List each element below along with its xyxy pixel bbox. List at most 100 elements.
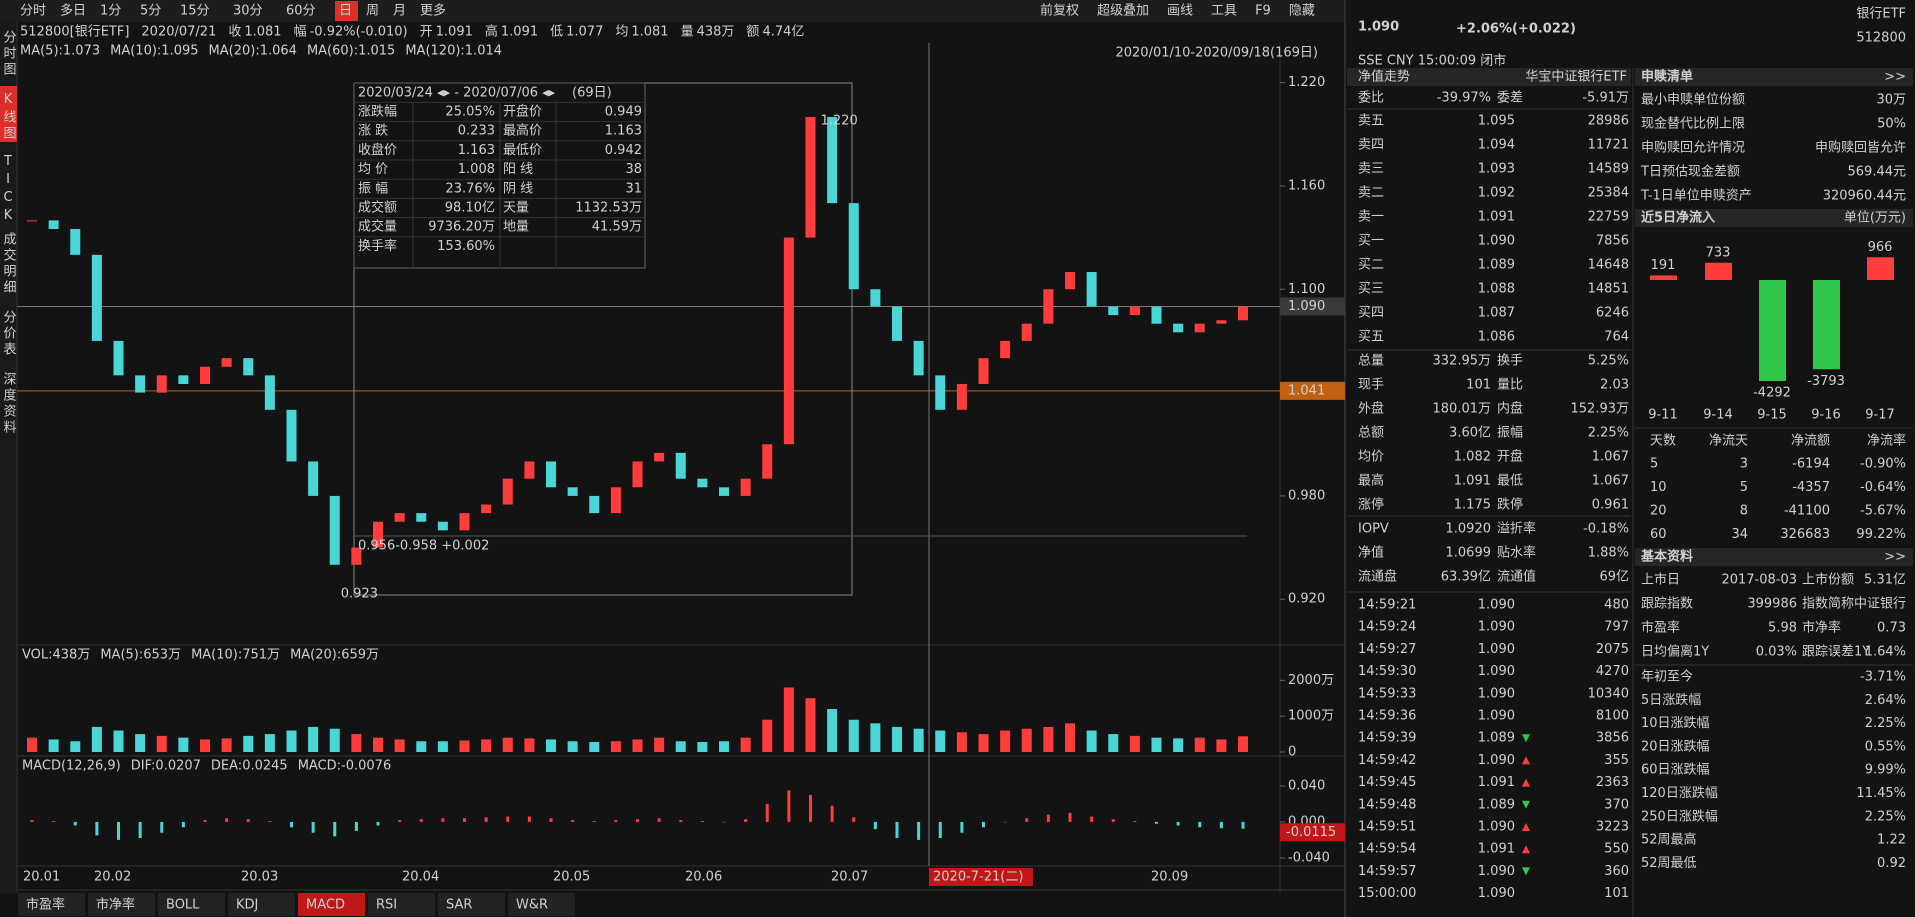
candle	[48, 220, 59, 229]
side-tab[interactable]: 分价表	[1, 310, 17, 358]
stat-value: 1.008	[458, 162, 495, 177]
field-value: -39.97%	[1437, 91, 1491, 106]
macd-bar	[1046, 814, 1050, 822]
field-value: 0.03%	[1756, 645, 1797, 660]
candle	[264, 375, 275, 410]
tool-button[interactable]: 画线	[1167, 4, 1193, 19]
y-tick-label: 1.100	[1288, 282, 1325, 297]
volume-bar	[135, 734, 146, 752]
x-tick-label: 20.09	[1151, 870, 1188, 885]
bottom-tab[interactable]: RSI	[376, 898, 397, 913]
field-value: 152.93万	[1571, 402, 1630, 417]
volume-bar	[892, 726, 902, 752]
field-value: 1.22	[1877, 833, 1906, 848]
inflow-date: 9-11	[1648, 408, 1678, 423]
macd-bar	[1198, 821, 1202, 828]
book-price: 1.095	[1478, 114, 1515, 129]
bottom-tab[interactable]: 市盈率	[26, 897, 65, 913]
volume-bar	[589, 741, 600, 752]
period-tab[interactable]: 5分	[140, 4, 161, 19]
field-value: 申购赎回皆允许	[1815, 140, 1906, 156]
tool-button[interactable]: F9	[1255, 4, 1271, 19]
trade-time: 14:59:24	[1358, 620, 1416, 635]
field-value: 0.961	[1592, 498, 1629, 513]
period-tab[interactable]: 60分	[286, 4, 316, 19]
x-tick-label: 20.03	[241, 870, 278, 885]
stat-title: (69日)	[572, 86, 612, 101]
volume-bar	[394, 739, 405, 752]
range-note: 0.956-0.958 +0.002	[358, 539, 489, 554]
period-tab[interactable]: 多日	[60, 3, 86, 19]
field-value: 63.39亿	[1441, 570, 1491, 585]
tool-button[interactable]: 前复权	[1040, 3, 1079, 19]
volume-bar	[935, 730, 946, 752]
period-tab[interactable]: 15分	[180, 4, 210, 19]
field-value: 1.091	[1454, 474, 1491, 489]
market-status: SSE CNY 15:00:09 闭市	[1358, 53, 1506, 69]
candle	[373, 521, 383, 548]
macd-bar	[290, 821, 293, 828]
bottom-tab[interactable]: MACD	[306, 898, 345, 913]
trade-volume: 3856	[1596, 731, 1629, 746]
book-price: 1.088	[1478, 282, 1515, 297]
field-value: 9.99%	[1865, 763, 1906, 778]
stat-label: 天量	[503, 201, 529, 216]
field-value: 1.0699	[1446, 546, 1492, 561]
period-tab[interactable]: 周	[366, 4, 379, 19]
bottom-tab[interactable]: 市净率	[96, 897, 135, 913]
side-tab[interactable]: K线图	[1, 92, 17, 142]
candle	[459, 513, 470, 531]
last-price-label: 1.090	[1288, 299, 1325, 314]
more-link[interactable]: >>	[1884, 550, 1906, 565]
volume-bar	[567, 741, 578, 752]
bottom-tab[interactable]: SAR	[446, 898, 472, 913]
candle	[1151, 306, 1162, 324]
macd-bar	[203, 820, 207, 822]
side-tab[interactable]: 深度资料	[1, 372, 17, 436]
side-tab[interactable]: 分时图	[1, 30, 17, 78]
info-value: 1.077	[566, 25, 603, 40]
trade-volume: 2363	[1596, 775, 1629, 790]
period-tab[interactable]: 日	[339, 4, 352, 19]
y-tick-label: 1.220	[1288, 75, 1325, 90]
period-tab[interactable]: 更多	[420, 3, 446, 19]
book-volume: 7856	[1596, 234, 1629, 249]
table-cell: 3	[1740, 457, 1748, 472]
trade-volume: 10340	[1588, 686, 1629, 701]
field-value: 569.44元	[1848, 165, 1907, 180]
field-label: 开盘	[1497, 449, 1523, 465]
bottom-tab[interactable]: BOLL	[166, 898, 200, 913]
macd-bar	[1003, 821, 1007, 823]
bottom-tab[interactable]: KDJ	[236, 898, 258, 913]
field-label: 最高	[1358, 473, 1384, 489]
candle	[308, 461, 319, 496]
bottom-tab[interactable]: W&R	[516, 898, 548, 913]
macd-bar	[138, 821, 142, 839]
field-label: 流通值	[1497, 569, 1536, 585]
trade-price: 1.089	[1478, 731, 1515, 746]
tool-button[interactable]: 超级叠加	[1097, 4, 1149, 19]
side-tab[interactable]: 成交明细	[1, 232, 17, 296]
candle	[827, 117, 838, 204]
volume-bar	[1151, 737, 1162, 752]
macd-current-label: -0.0115	[1286, 825, 1336, 840]
info-value: 1.091	[436, 25, 473, 40]
trade-arrow	[1522, 823, 1530, 831]
candle	[610, 487, 621, 514]
tool-button[interactable]: 隐藏	[1289, 4, 1315, 19]
period-tab[interactable]: 分时	[20, 4, 46, 19]
period-tab[interactable]: 30分	[233, 4, 263, 19]
field-label: 净值	[1358, 545, 1384, 561]
tool-button[interactable]: 工具	[1211, 4, 1237, 19]
period-tab[interactable]: 1分	[100, 4, 121, 19]
book-level: 卖五	[1358, 114, 1384, 129]
price-tag	[1280, 381, 1345, 400]
side-tab[interactable]: TICK	[1, 154, 16, 226]
more-link[interactable]: >>	[1884, 70, 1906, 85]
y-tick-label: 1000万	[1288, 709, 1334, 724]
period-tab[interactable]: 月	[393, 4, 406, 19]
trade-time: 14:59:48	[1358, 797, 1416, 812]
field-label: 上市日	[1641, 572, 1680, 588]
macd-bar	[1025, 818, 1029, 822]
macd-bar	[463, 818, 466, 822]
